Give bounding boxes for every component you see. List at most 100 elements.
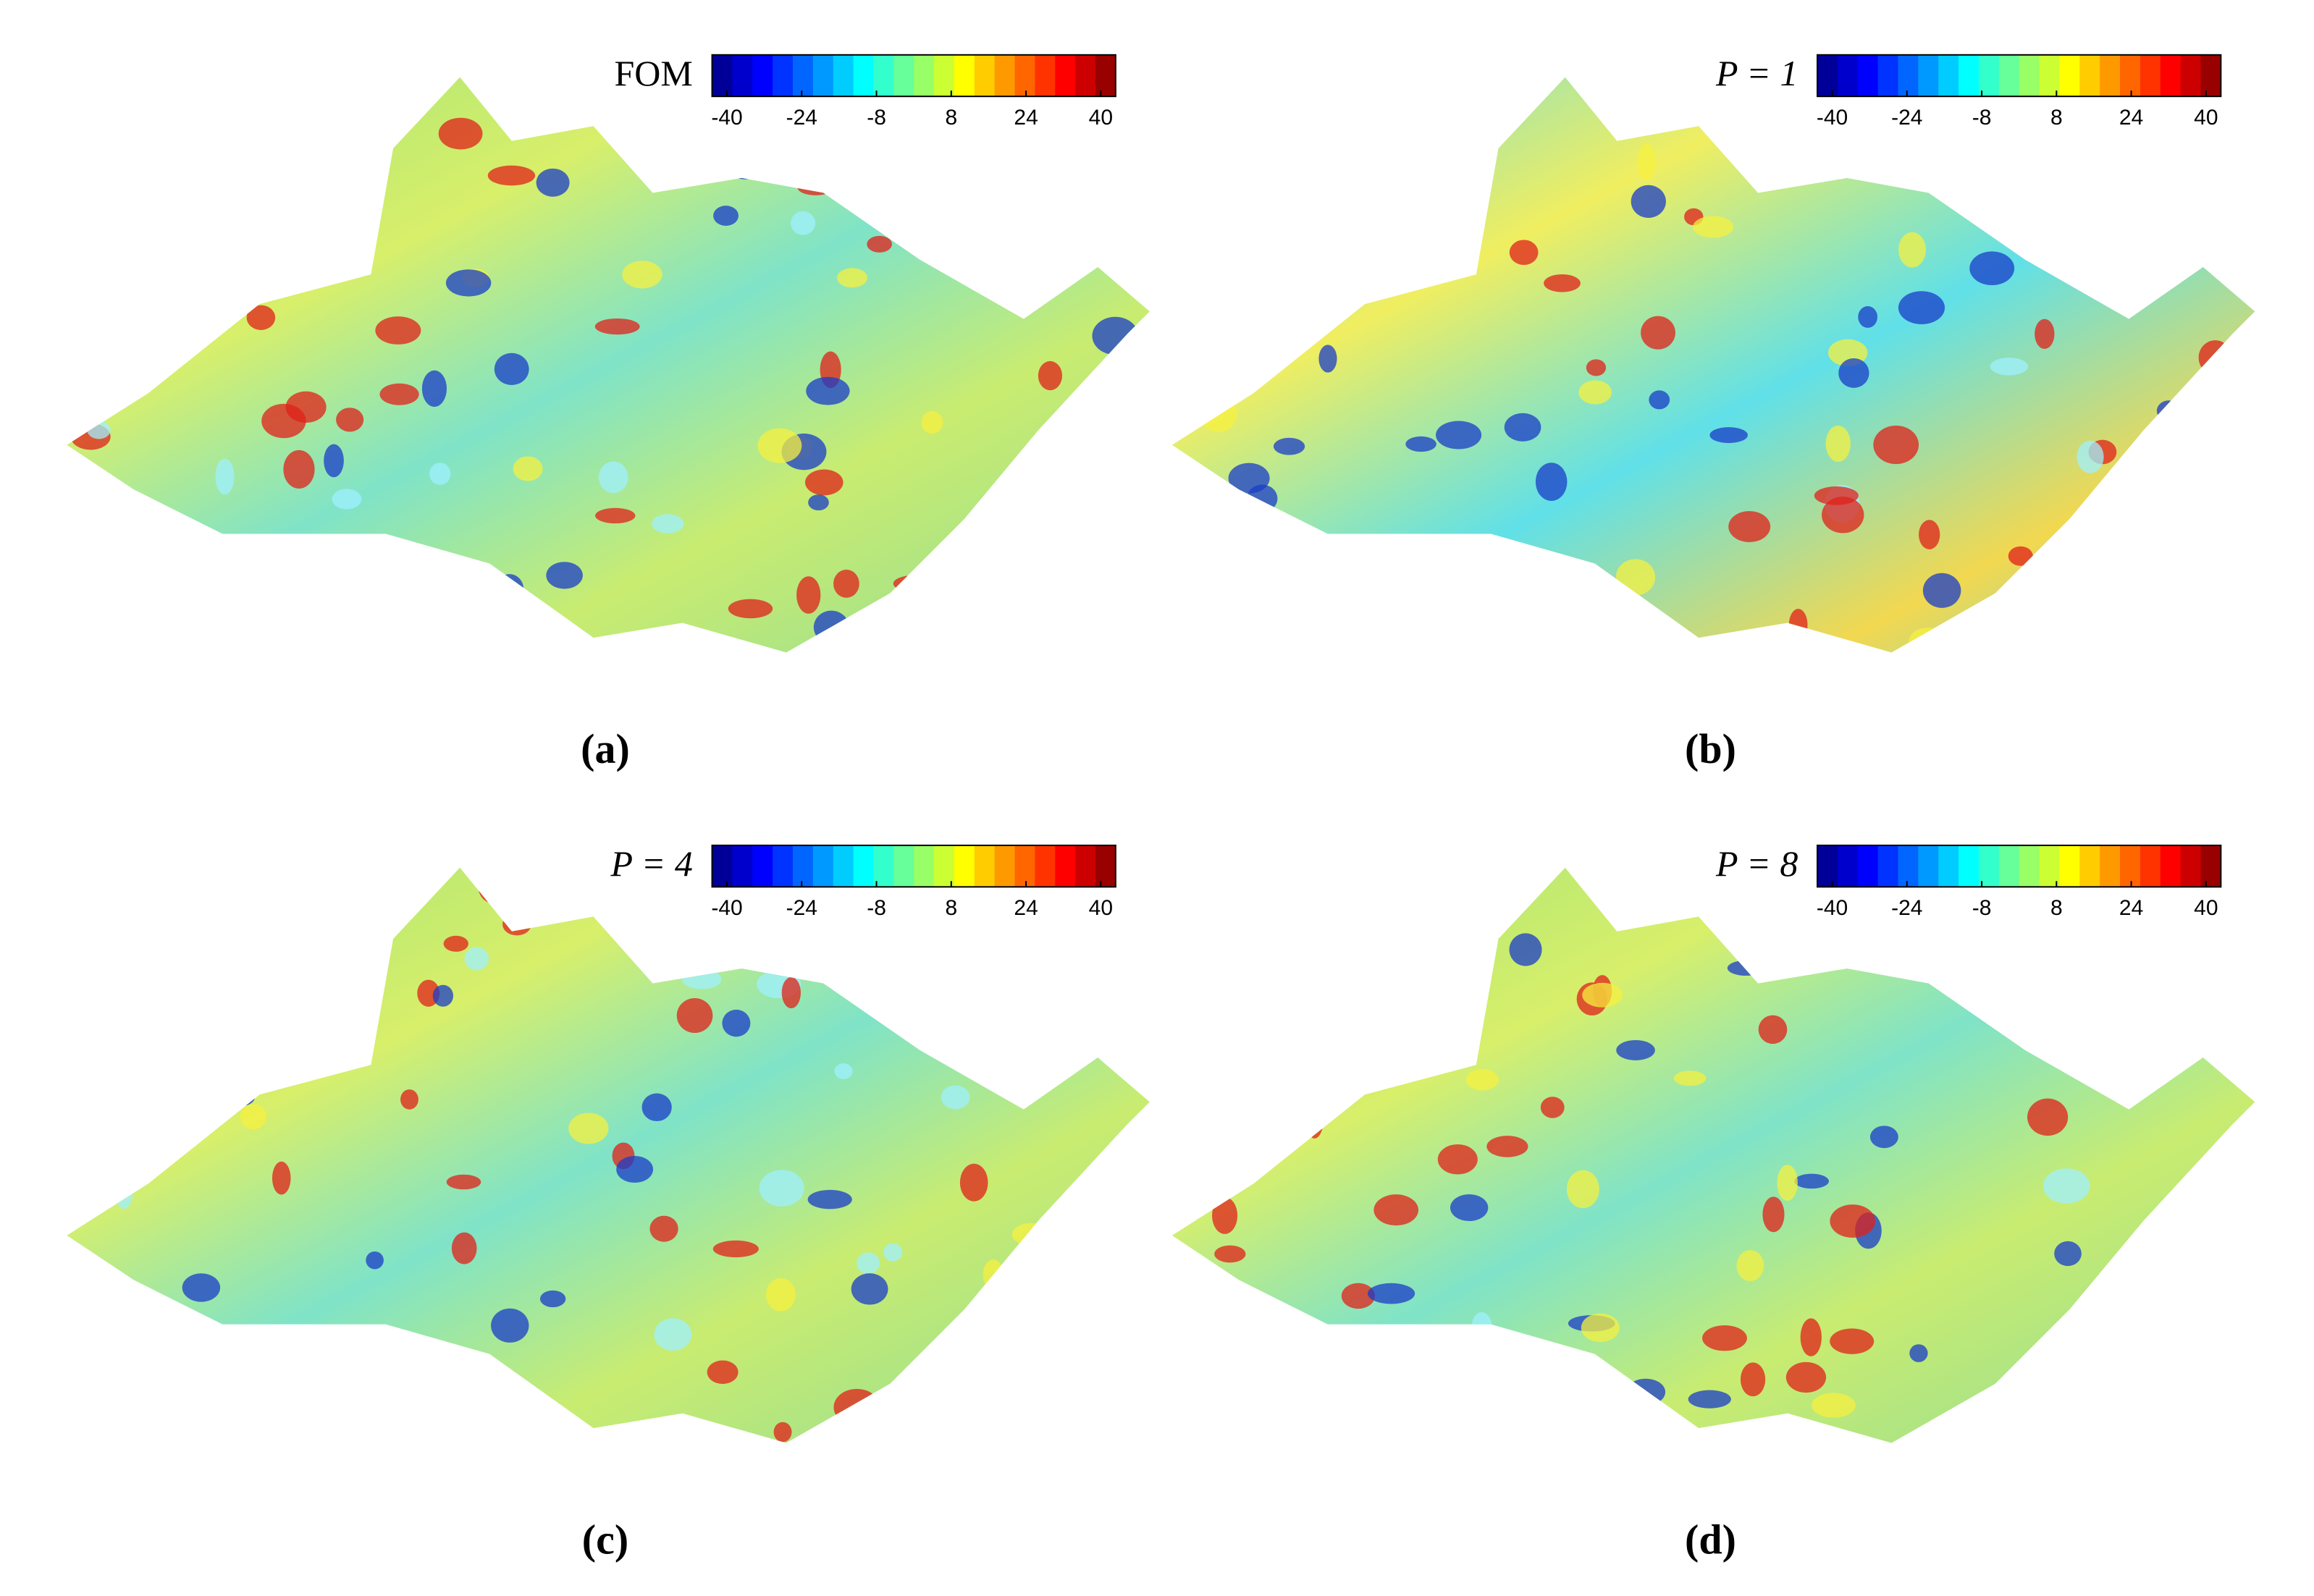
surface-feature — [1631, 185, 1666, 218]
colorbar-band — [1857, 845, 1879, 887]
surface-feature — [2172, 480, 2215, 499]
legend-title: P = 4 — [610, 843, 692, 884]
legend-title: P = 8 — [1715, 843, 1798, 884]
surface-feature — [773, 1422, 792, 1443]
surface-feature — [1800, 1318, 1822, 1356]
caption: (a) — [581, 725, 630, 772]
colorbar-band — [994, 845, 1016, 887]
surface-feature — [1438, 572, 1476, 599]
surface-feature — [502, 913, 531, 936]
surface-feature — [1200, 397, 1237, 432]
colorbar-band — [934, 54, 955, 97]
surface-feature — [1540, 1097, 1565, 1118]
surface-feature — [1362, 547, 1410, 575]
surface-feature — [246, 305, 276, 330]
surface-feature — [1919, 520, 1940, 549]
surface-feature — [1318, 345, 1337, 373]
surface-feature — [2056, 233, 2078, 254]
colorbar-band — [1998, 54, 2020, 97]
tick-label: -24 — [1891, 896, 1922, 920]
surface-feature — [867, 235, 893, 253]
colorbar-band — [1877, 845, 1898, 887]
surface-feature — [1071, 528, 1106, 552]
caption: (c) — [582, 1516, 628, 1563]
surface-feature — [110, 911, 130, 940]
surface-feature — [1038, 360, 1063, 391]
surface-feature — [807, 1189, 852, 1209]
surface-feature — [1898, 291, 1945, 324]
surface — [67, 77, 1150, 653]
tick-label: -24 — [1891, 106, 1922, 130]
surface-feature — [983, 1259, 1004, 1291]
surface-feature — [921, 410, 943, 434]
surface-feature — [1825, 425, 1851, 463]
surface-feature — [1794, 1173, 1829, 1189]
surface-feature — [114, 1171, 133, 1209]
surface-feature — [464, 947, 489, 971]
surface-feature — [272, 1161, 291, 1195]
surface-feature — [1367, 1283, 1415, 1304]
surface-feature — [2217, 1425, 2249, 1443]
surface-feature — [1305, 1100, 1324, 1139]
surface-feature — [438, 117, 483, 150]
surface-feature — [2156, 400, 2181, 421]
surface-feature — [1079, 957, 1116, 975]
surface-feature — [2077, 440, 2104, 473]
tick-label: 24 — [1014, 896, 1038, 920]
colorbar-band — [2039, 54, 2060, 97]
surface-feature — [1838, 358, 1869, 388]
surface-feature — [897, 132, 939, 163]
tick-label: 40 — [1089, 896, 1113, 920]
surface-feature — [2153, 1262, 2195, 1294]
surface-feature — [239, 990, 269, 1029]
colorbar-band — [2059, 845, 2080, 887]
colorbar-band — [2180, 54, 2201, 97]
surface-feature — [1812, 1393, 1856, 1418]
surface-feature — [834, 1063, 853, 1079]
surface-feature — [1504, 413, 1541, 442]
surface-feature — [1693, 216, 1734, 238]
surface-feature — [1092, 316, 1139, 355]
surface-feature — [843, 617, 868, 638]
surface-feature — [1471, 1312, 1492, 1345]
colorbar-band — [1075, 845, 1096, 887]
surface-feature — [941, 1085, 970, 1110]
surface-feature — [1342, 552, 1385, 579]
colorbar-band — [893, 845, 914, 887]
tick-label: 24 — [2119, 106, 2143, 130]
surface-feature — [1673, 1071, 1707, 1086]
surface-feature — [1637, 143, 1657, 181]
surface-feature — [336, 408, 364, 432]
surface-feature — [2103, 997, 2145, 1013]
colorbar-band — [2200, 845, 2221, 887]
panel: P = 4 -40 -24 -8 8 24 40 (c) — [67, 843, 1150, 1563]
surface-feature — [1649, 390, 1670, 410]
surface-feature — [1020, 1283, 1063, 1301]
surface-feature — [1212, 1196, 1238, 1234]
surface-feature — [728, 161, 764, 180]
surface-feature — [837, 268, 867, 288]
tick-label: 8 — [2050, 896, 2063, 920]
surface-feature — [1762, 1196, 1785, 1233]
surface-feature — [1226, 1110, 1245, 1135]
surface-feature — [833, 1388, 880, 1426]
colorbar-band — [873, 845, 894, 887]
panel: P = 1 -40 -24 -8 8 24 40 (b) — [1171, 53, 2255, 772]
surface-feature — [1688, 1390, 1731, 1409]
surface-feature — [2074, 532, 2115, 570]
surface-feature — [1898, 232, 1926, 268]
surface-feature — [2058, 1354, 2086, 1385]
surface-feature — [432, 984, 454, 1007]
surface-feature — [229, 1087, 256, 1106]
colorbar-band — [853, 54, 874, 97]
colorbar-band — [752, 845, 773, 887]
colorbar-band — [873, 54, 894, 97]
surface-feature — [379, 383, 419, 405]
surface-feature — [1221, 966, 1261, 1001]
tick-label: -8 — [867, 896, 886, 920]
surface-feature — [83, 82, 104, 103]
surface-feature — [1616, 1039, 1655, 1060]
colorbar-band — [914, 54, 935, 97]
surface-feature — [2169, 616, 2189, 638]
surface-feature — [1777, 1165, 1798, 1201]
